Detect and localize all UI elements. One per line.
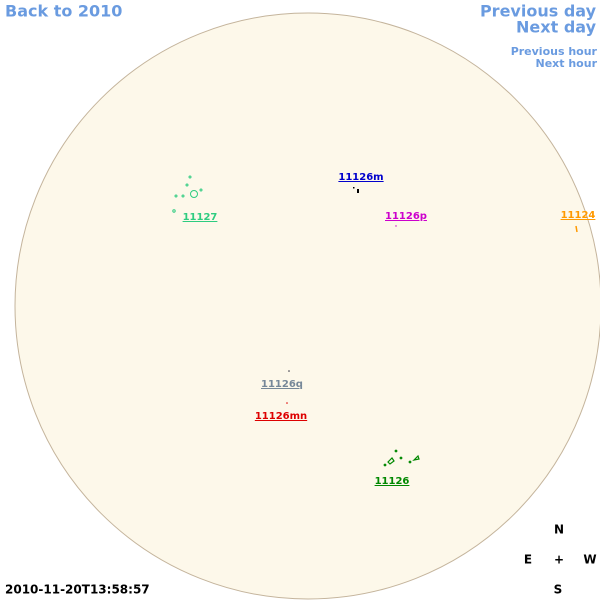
spots-11126q [288, 370, 290, 372]
region-label[interactable]: 11126q [261, 379, 303, 390]
region-label[interactable]: 11126p [385, 211, 427, 222]
region-label[interactable]: 11126mn [255, 411, 307, 422]
compass-west: W [583, 553, 596, 567]
spots-11127 [172, 175, 203, 213]
previous-day-link[interactable]: Previous day [480, 2, 597, 21]
sunspots [172, 175, 578, 467]
compass-south: S [554, 583, 563, 597]
next-hour-link[interactable]: Next hour [536, 57, 598, 70]
timestamp: 2010-11-20T13:58:57 [5, 583, 150, 597]
next-day-link[interactable]: Next day [516, 18, 597, 37]
spots-11126m [353, 187, 359, 193]
spots-11126p [395, 225, 397, 227]
region-label[interactable]: 11127 [183, 212, 218, 223]
spots-11126 [383, 449, 420, 467]
region-label[interactable]: 11126m [338, 172, 383, 183]
spots-11124 [575, 225, 578, 233]
region-label[interactable]: 11124 [561, 210, 596, 221]
compass-north: N [554, 523, 564, 537]
back-link[interactable]: Back to 2010 [5, 2, 122, 21]
compass-east: E [524, 553, 532, 567]
previous-hour-link[interactable]: Previous hour [511, 45, 598, 58]
compass-center: + [554, 553, 564, 567]
spots-11126mn [286, 402, 288, 404]
solar-disk [14, 12, 600, 600]
region-label[interactable]: 11126 [375, 476, 410, 487]
